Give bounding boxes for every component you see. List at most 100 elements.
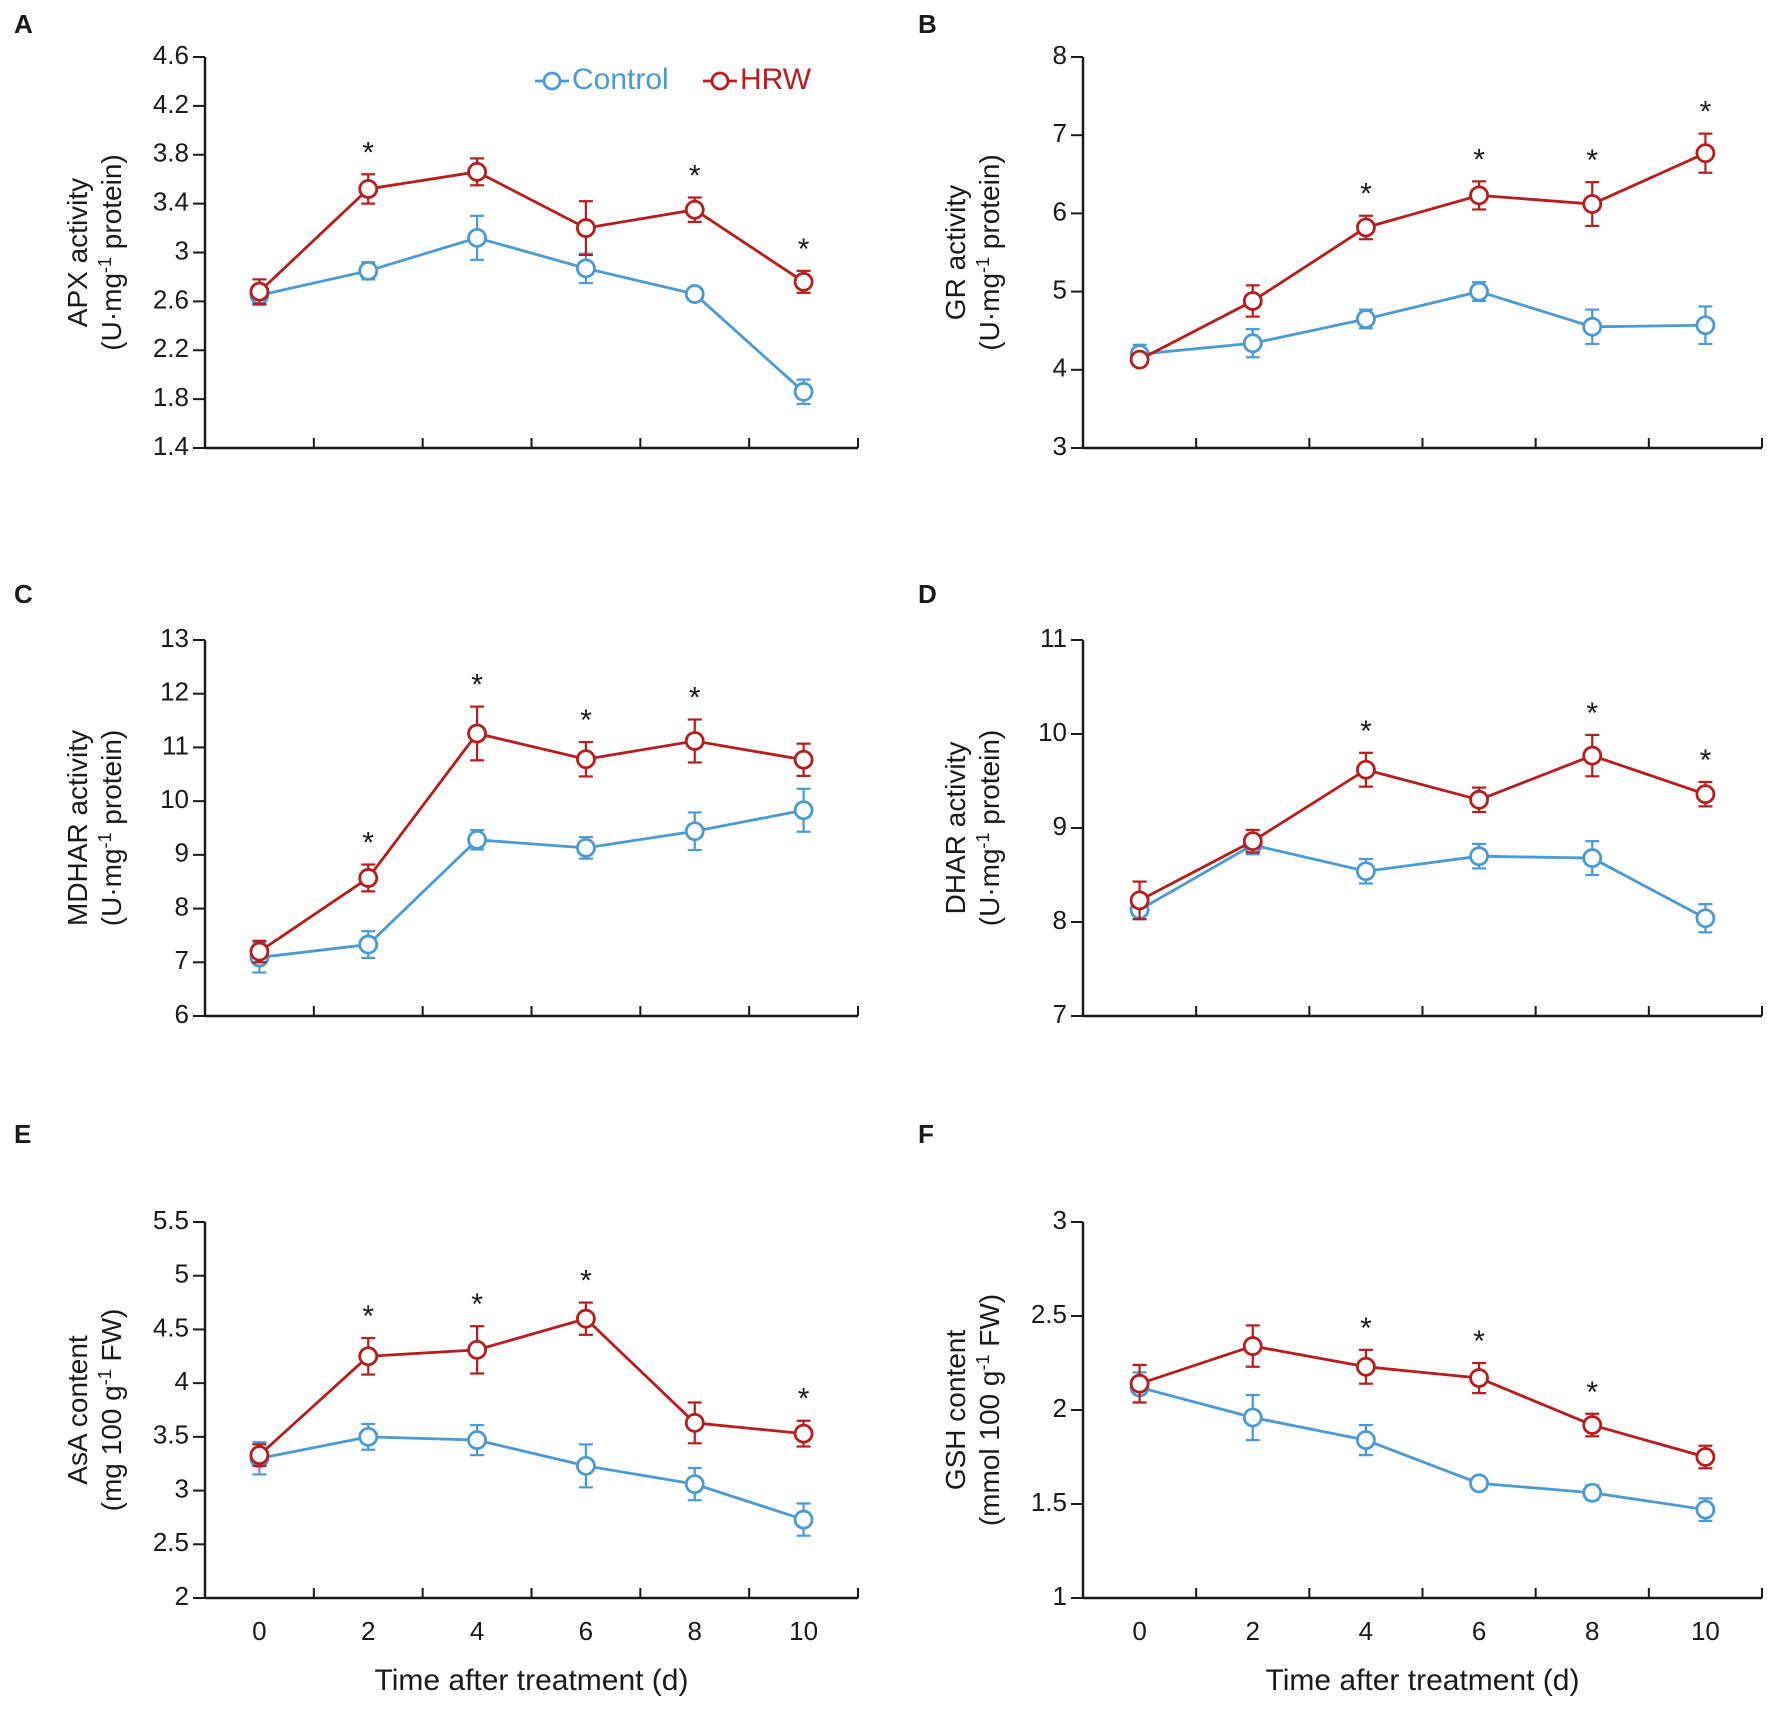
data-point <box>1469 185 1489 206</box>
y-tick-label: 3 <box>1053 1205 1067 1235</box>
y-tick-label: 9 <box>1053 811 1067 841</box>
data-point <box>1469 281 1489 302</box>
y-axis-title: GSH content <box>940 1330 971 1491</box>
y-axis-title: DHAR activity <box>940 742 971 915</box>
y-tick-label: 1.5 <box>1031 1487 1067 1517</box>
y-tick-label: 5 <box>175 1259 189 1289</box>
y-axis-unit-sup: -1 <box>973 832 993 848</box>
legend-marker <box>710 71 730 91</box>
data-point <box>684 731 705 751</box>
y-tick-label: 6 <box>1053 196 1067 226</box>
x-tick-label: 8 <box>1585 1616 1599 1646</box>
x-tick-label: 4 <box>1359 1616 1373 1646</box>
series-hrw <box>1129 132 1716 370</box>
significance-asterisk: * <box>1360 1312 1372 1345</box>
panel-f: F 1 1.5 2 2.5 3 0 2 4 6 8 10 Time after treatment (d… <box>918 1119 1763 1697</box>
y-tick-label: 4.2 <box>153 89 189 119</box>
data-point <box>467 1339 487 1360</box>
y-axis-unit-post: FW) <box>974 1294 1005 1355</box>
y-axis-unit-post: protein) <box>96 154 127 257</box>
legend: Control HRW <box>535 63 812 96</box>
data-point <box>1356 1430 1376 1450</box>
series-control <box>249 1422 814 1537</box>
data-point <box>467 227 487 248</box>
y-axis-unit-post: protein) <box>974 730 1005 833</box>
y-tick-label: 11 <box>1040 623 1067 653</box>
significance-asterisk: * <box>689 681 701 714</box>
x-axis-title: Time after treatment (d) <box>375 1664 689 1697</box>
legend-label: Control <box>572 63 669 96</box>
significance-asterisk: * <box>798 233 810 266</box>
data-point <box>1356 309 1376 329</box>
series-hrw <box>249 705 814 964</box>
significance-asterisk: * <box>1586 697 1598 730</box>
data-point <box>358 1346 379 1367</box>
series-line <box>1139 1386 1706 1512</box>
data-point <box>1129 890 1150 911</box>
significance-asterisk: * <box>1700 96 1712 129</box>
panel-letter: B <box>918 9 937 39</box>
y-tick-label: 2.5 <box>153 1527 189 1557</box>
x-tick-label: 6 <box>1472 1616 1486 1646</box>
series-control <box>1129 834 1716 934</box>
y-tick-label: 1.8 <box>153 382 189 412</box>
panel-b: B 3 4 5 6 7 8 GR activity (U·mg-1 protein) * * * * <box>918 9 1763 461</box>
data-point <box>358 179 379 199</box>
data-point <box>1129 349 1150 370</box>
series-line <box>1139 290 1706 356</box>
data-point <box>576 218 596 238</box>
data-point <box>358 260 379 281</box>
y-tick-label: 7 <box>1053 118 1067 148</box>
y-tick-label: 2.6 <box>153 284 189 314</box>
data-point <box>467 723 487 744</box>
series-line <box>259 1435 805 1521</box>
data-point <box>1356 759 1376 780</box>
data-point <box>1469 1473 1489 1494</box>
y-tick-label: 3.8 <box>153 138 189 168</box>
data-point <box>249 1445 270 1466</box>
data-point <box>1695 784 1716 805</box>
series-control <box>1129 1371 1716 1523</box>
series-control <box>249 214 814 406</box>
y-axis-unit: (U·mg-1 protein) <box>973 154 1005 351</box>
y-axis-unit-pre: (U·mg <box>974 273 1005 351</box>
y-axis-unit-pre: (U·mg <box>96 273 127 351</box>
series-line <box>1138 151 1706 361</box>
data-point <box>1242 333 1263 354</box>
y-tick-label: 9 <box>175 838 189 868</box>
series-line <box>1138 843 1707 920</box>
y-tick-label: 7 <box>1053 999 1067 1029</box>
significance-asterisk: * <box>1473 143 1485 176</box>
significance-asterisk: * <box>580 704 592 737</box>
data-point <box>684 1412 705 1433</box>
series-hrw <box>1129 733 1716 921</box>
data-point <box>1242 1407 1263 1428</box>
series-line <box>258 1317 804 1457</box>
significance-asterisk: * <box>362 827 374 860</box>
legend-marker <box>542 71 562 91</box>
x-tick-label: 2 <box>1246 1616 1260 1646</box>
series-control <box>249 787 814 974</box>
panel-c: C 6 7 8 9 10 11 12 13 MDHAR activity (U·mg-1 prote… <box>14 579 859 1029</box>
y-axis-unit: (U·mg-1 protein) <box>95 154 127 351</box>
y-tick-label: 1.4 <box>153 431 189 461</box>
y-axis-unit-sup: -1 <box>973 257 993 273</box>
data-point <box>1695 908 1716 929</box>
y-axis-unit-sup: -1 <box>95 1369 115 1385</box>
data-point <box>249 941 270 962</box>
data-point <box>1242 1336 1263 1356</box>
significance-asterisk: * <box>580 1265 592 1298</box>
series-hrw <box>249 157 814 305</box>
data-point <box>358 868 379 888</box>
y-tick-label: 2.5 <box>1031 1299 1067 1329</box>
y-tick-label: 8 <box>1053 905 1067 935</box>
y-axis-unit-post: protein) <box>974 154 1005 257</box>
data-point <box>576 1455 596 1476</box>
panel-letter: F <box>918 1119 934 1149</box>
data-point <box>358 1426 379 1447</box>
x-axis-title: Time after treatment (d) <box>1266 1664 1580 1697</box>
series-line <box>259 808 804 959</box>
data-point <box>684 284 705 304</box>
y-tick-label: 10 <box>160 784 189 814</box>
data-point <box>576 837 596 858</box>
